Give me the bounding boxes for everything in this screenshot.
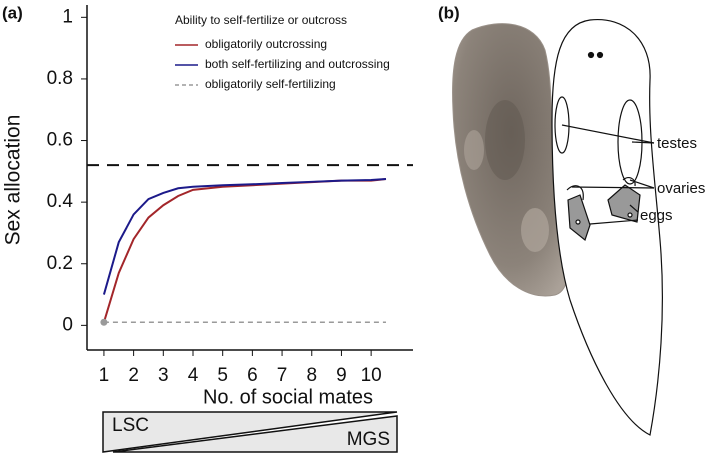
y-tick-label: 0	[62, 314, 73, 335]
legend-label: obligatorily outcrossing	[205, 37, 327, 51]
legend-label: obligatorily self-fertilizing	[205, 77, 336, 91]
legend-label: both self-fertilizing and outcrossing	[205, 57, 390, 71]
worm-photo	[452, 23, 570, 297]
y-tick-label: 0.4	[47, 191, 74, 212]
x-tick-label: 6	[247, 365, 258, 386]
series-line	[102, 178, 387, 295]
x-tick-label: 9	[336, 365, 347, 386]
x-tick-label: 4	[188, 365, 199, 386]
diagram-label: ovaries	[657, 180, 705, 197]
panel-label: (a)	[2, 3, 23, 22]
x-tick-label: 2	[128, 365, 139, 386]
legend-title: Ability to self-fertilize or outcross	[175, 13, 347, 27]
x-tick-label: 10	[361, 365, 382, 386]
x-tick-label: 5	[217, 365, 228, 386]
gradient-left: LSC	[112, 415, 149, 436]
diagram-label: testes	[657, 135, 697, 152]
y-axis-title: Sex allocation	[2, 115, 25, 246]
x-tick-label: 3	[158, 365, 169, 386]
x-tick-label: 8	[306, 365, 317, 386]
gradient-box: LSC MGS	[102, 411, 398, 453]
y-tick-label: 0.6	[47, 130, 73, 151]
worm-diagram	[551, 18, 663, 436]
x-tick-label: 1	[99, 365, 110, 386]
gradient-right: MGS	[347, 429, 390, 450]
x-axis-title: No. of social mates	[203, 386, 373, 408]
y-tick-label: 0.8	[47, 68, 73, 89]
series-marker	[100, 318, 108, 326]
y-tick-label: 1	[62, 6, 73, 27]
y-tick-label: 0.2	[47, 253, 73, 274]
x-tick-label: 7	[277, 365, 288, 386]
diagram-label: eggs	[640, 207, 673, 224]
panel-label: (b)	[438, 3, 460, 22]
